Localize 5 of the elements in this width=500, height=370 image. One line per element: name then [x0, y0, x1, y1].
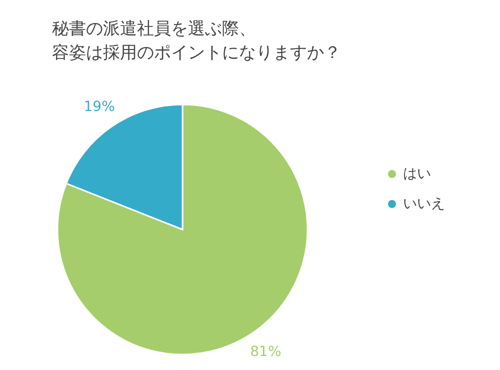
chart-title: 秘書の派遣社員を選ぶ際、容姿は採用のポイントになりますか？ [52, 19, 341, 63]
legend-label: いいえ [403, 196, 445, 212]
data-label: 19% [84, 99, 115, 116]
legend-label: はい [403, 166, 431, 182]
data-label: 81% [250, 344, 282, 360]
